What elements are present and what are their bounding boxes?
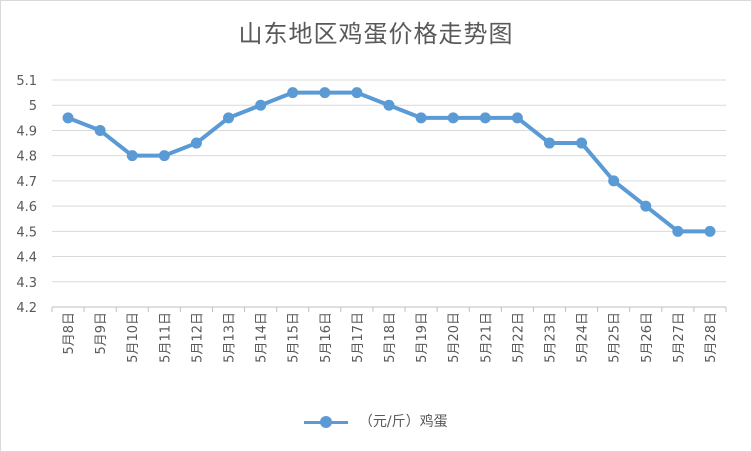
x-tick-label: 5月21日 — [479, 312, 494, 363]
x-tick-label: 5月13日 — [223, 312, 238, 363]
data-point — [319, 87, 331, 99]
data-point — [704, 225, 716, 237]
y-tick-label: 4.8 — [16, 150, 37, 165]
data-point — [640, 200, 652, 212]
y-axis: 4.2 4.3 4.4 4.5 4.6 4.7 4.8 4.9 5 5.1 — [16, 74, 37, 316]
y-tick-label: 4.2 — [16, 301, 37, 316]
x-tick-label: 5月25日 — [608, 312, 623, 363]
y-tick-label: 4.4 — [16, 251, 37, 266]
x-tick-label: 5月19日 — [415, 312, 430, 363]
data-point — [511, 112, 523, 124]
data-point — [158, 150, 170, 162]
x-tick-label: 5月26日 — [640, 312, 655, 363]
x-tick-label: 5月9日 — [94, 312, 109, 355]
x-tick-label: 5月11日 — [158, 312, 173, 363]
data-point — [94, 124, 106, 136]
gridlines — [52, 79, 726, 308]
x-tick-label: 5月27日 — [672, 312, 687, 363]
x-tick-label: 5月10日 — [126, 312, 141, 363]
data-point — [415, 112, 427, 124]
x-tick-label: 5月17日 — [351, 312, 366, 363]
y-tick-label: 4.7 — [16, 175, 37, 190]
legend-label: （元/斤）鸡蛋 — [358, 414, 448, 430]
y-tick-label: 4.6 — [16, 200, 37, 215]
y-tick-label: 4.9 — [16, 124, 37, 139]
y-tick-label: 4.3 — [16, 276, 37, 291]
data-point — [543, 137, 555, 149]
x-tick-label: 5月18日 — [383, 312, 398, 363]
data-point — [479, 112, 491, 124]
data-point — [126, 150, 138, 162]
y-tick-label: 5 — [29, 99, 37, 114]
x-tick-label: 5月12日 — [190, 312, 205, 363]
data-point — [255, 99, 267, 111]
series-line — [66, 90, 712, 234]
x-tick-label: 5月28日 — [704, 312, 719, 363]
data-point — [383, 99, 395, 111]
x-tick-label: 5月23日 — [543, 312, 558, 363]
y-tick-label: 4.5 — [16, 225, 37, 240]
legend: （元/斤）鸡蛋 — [0, 411, 752, 431]
chart-title: 山东地区鸡蛋价格走势图 — [238, 20, 514, 48]
x-tick-label: 5月15日 — [287, 312, 302, 363]
series-layer — [62, 87, 716, 237]
data-point — [672, 225, 684, 237]
data-point — [223, 112, 235, 124]
x-tick-label: 5月24日 — [576, 312, 591, 363]
data-point — [447, 112, 459, 124]
data-point — [576, 137, 588, 149]
data-point — [287, 87, 299, 99]
data-point — [190, 137, 202, 149]
data-point — [351, 87, 363, 99]
data-point — [608, 175, 620, 187]
y-tick-label: 5.1 — [16, 74, 37, 89]
x-tick-label: 5月16日 — [319, 312, 334, 363]
x-axis: 5月8日 5月9日 5月10日 5月11日 5月12日 5月13日 5月14日 5月15日 5月… — [51, 306, 727, 363]
x-tick-label: 5月8日 — [62, 312, 77, 355]
x-tick-label: 5月20日 — [447, 312, 462, 363]
data-point — [62, 112, 74, 124]
x-tick-label: 5月14日 — [255, 312, 270, 363]
x-tick-label: 5月22日 — [511, 312, 526, 363]
legend-swatch — [304, 415, 349, 429]
